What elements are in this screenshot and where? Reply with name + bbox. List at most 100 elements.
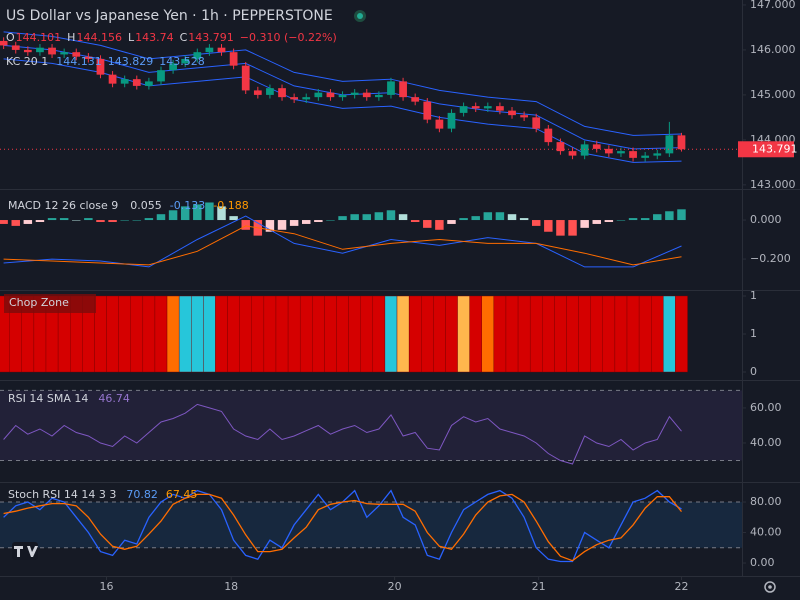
chop-bar bbox=[348, 295, 361, 373]
histogram-bar bbox=[132, 220, 142, 221]
candle-body bbox=[132, 79, 141, 86]
chop-bar bbox=[154, 295, 168, 373]
candle-body bbox=[350, 92, 359, 95]
y-tick-label: 0 bbox=[750, 365, 757, 378]
histogram-bar bbox=[241, 220, 250, 230]
histogram-bar bbox=[531, 220, 541, 226]
candle-body bbox=[665, 135, 674, 154]
histogram-bar bbox=[265, 220, 275, 232]
gear-center[interactable] bbox=[768, 585, 772, 589]
y-tick-label: 147.000 bbox=[750, 0, 796, 11]
legend-text: 143.74 bbox=[135, 31, 174, 44]
candle-body bbox=[314, 92, 323, 98]
candle-body bbox=[617, 151, 625, 154]
histogram-bar bbox=[229, 216, 238, 221]
chop-bar bbox=[94, 295, 107, 373]
candle-body bbox=[544, 128, 553, 143]
histogram-bar bbox=[677, 209, 686, 221]
candle-body bbox=[508, 110, 516, 116]
settings-icon[interactable] bbox=[764, 581, 776, 593]
candle-body bbox=[84, 56, 93, 59]
histogram-bar bbox=[640, 218, 650, 221]
legend-text: 46.74 bbox=[98, 392, 130, 405]
histogram-bar bbox=[592, 220, 601, 224]
legend-text: H bbox=[67, 31, 75, 44]
candle-body bbox=[483, 106, 492, 109]
chop-bar bbox=[602, 295, 616, 373]
histogram-bar bbox=[435, 220, 444, 230]
histogram-bar bbox=[47, 218, 57, 221]
histogram-bar bbox=[483, 212, 493, 221]
legend-text: KC 20 1 bbox=[6, 55, 48, 68]
histogram-bar bbox=[556, 220, 565, 236]
candle-body bbox=[169, 63, 177, 71]
chop-bar bbox=[421, 295, 434, 373]
legend-text: −0.310 (−0.22%) bbox=[240, 31, 337, 44]
candle-body bbox=[362, 92, 371, 98]
chop-bar bbox=[372, 295, 386, 373]
chop-bar bbox=[263, 295, 277, 373]
legend-text: 144.101 bbox=[16, 31, 62, 44]
y-tick-label: −0.200 bbox=[750, 252, 791, 265]
candle-body bbox=[145, 81, 153, 86]
gear[interactable] bbox=[764, 581, 776, 593]
chop-bar bbox=[554, 295, 567, 373]
chop-bar bbox=[590, 295, 603, 373]
y-tick-label: 0.00 bbox=[750, 556, 775, 569]
histogram-bar bbox=[338, 216, 347, 221]
candle-body bbox=[11, 45, 20, 50]
candle-body bbox=[338, 94, 347, 98]
histogram-bar bbox=[568, 220, 577, 236]
indicator-line bbox=[3, 403, 682, 465]
histogram-bar bbox=[628, 218, 638, 221]
histogram-bar bbox=[544, 220, 553, 232]
candle-body bbox=[48, 47, 56, 55]
histogram-bar bbox=[168, 210, 178, 221]
histogram-bar bbox=[326, 220, 335, 221]
histogram-bar bbox=[410, 220, 420, 222]
histogram-bar bbox=[386, 210, 396, 221]
chop-bar bbox=[517, 295, 531, 373]
y-tick-label: 145.000 bbox=[750, 88, 796, 101]
candle-body bbox=[471, 106, 480, 109]
x-tick-label: 22 bbox=[674, 580, 688, 593]
candle-body bbox=[496, 106, 504, 111]
candle-body bbox=[580, 144, 589, 156]
legend-text: L bbox=[128, 31, 135, 44]
chop-bar bbox=[566, 295, 579, 373]
chop-bar bbox=[299, 295, 313, 373]
candle-body bbox=[556, 142, 565, 152]
chop-bar bbox=[178, 295, 192, 373]
x-tick-label: 16 bbox=[100, 580, 114, 593]
candle-body bbox=[520, 115, 528, 118]
y-tick-label: 40.00 bbox=[750, 526, 782, 539]
legend-text: O bbox=[6, 31, 15, 44]
legend-text: 143.528 bbox=[159, 55, 205, 68]
histogram-bar bbox=[447, 220, 456, 224]
candle-body bbox=[677, 135, 686, 150]
candle-body bbox=[423, 101, 432, 120]
chop-bar bbox=[493, 295, 507, 373]
candle-body bbox=[435, 119, 444, 129]
legend-text: 143.829 bbox=[108, 55, 154, 68]
candle-body bbox=[278, 88, 286, 98]
chop-bar bbox=[203, 295, 216, 373]
candle-body bbox=[459, 106, 468, 113]
histogram-bar bbox=[96, 220, 105, 222]
histogram-bar bbox=[193, 204, 202, 221]
legend-text: 70.82 bbox=[126, 488, 158, 501]
candle-body bbox=[193, 52, 202, 59]
histogram-bar bbox=[217, 206, 226, 221]
candle-body bbox=[653, 153, 662, 156]
histogram-bar bbox=[314, 220, 323, 222]
chop-bar bbox=[251, 295, 265, 373]
histogram-bar bbox=[205, 202, 214, 221]
candle-body bbox=[374, 94, 383, 98]
chop-bar bbox=[469, 295, 482, 373]
last-price-label: 143.791 bbox=[752, 142, 798, 155]
histogram-bar bbox=[11, 220, 20, 226]
chop-bar bbox=[529, 295, 543, 373]
histogram-bar bbox=[289, 220, 299, 226]
candle-body bbox=[641, 155, 650, 158]
